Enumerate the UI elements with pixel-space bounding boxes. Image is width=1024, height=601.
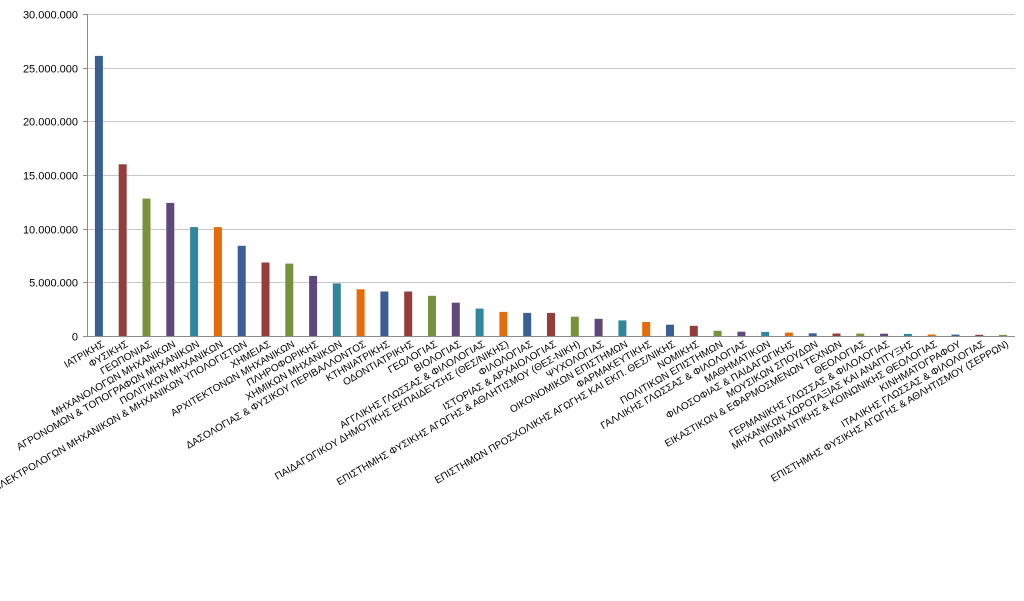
bar	[285, 263, 294, 336]
bar	[404, 291, 413, 336]
bar	[951, 334, 960, 336]
y-tick-label: 20.000.000	[23, 117, 78, 129]
bar	[451, 302, 460, 336]
bar	[213, 227, 222, 336]
bar	[832, 333, 841, 336]
bar	[927, 334, 936, 336]
bar	[856, 333, 865, 336]
bar	[975, 334, 984, 336]
bar	[737, 331, 746, 336]
bar	[618, 320, 627, 336]
bar	[428, 295, 436, 337]
bar	[94, 55, 103, 337]
bar	[142, 198, 151, 336]
bar	[642, 322, 651, 336]
gridlines	[87, 14, 1015, 337]
bar	[666, 324, 674, 336]
y-tick-label: 10.000.000	[23, 225, 78, 237]
bar	[523, 312, 532, 336]
y-tick-label: 5.000.000	[29, 278, 78, 290]
bar	[475, 308, 484, 336]
bar	[356, 289, 365, 336]
bar	[689, 325, 698, 336]
bar	[499, 311, 508, 336]
bar	[118, 164, 127, 336]
y-tick-label: 25.000.000	[23, 64, 78, 76]
bar	[237, 245, 246, 336]
axes	[87, 14, 1015, 337]
bar	[570, 316, 579, 336]
y-axis-tick-labels: 0 5.000.000 10.000.000 15.000.000 20.000.000…	[23, 10, 87, 344]
bars	[94, 55, 1008, 337]
bar	[713, 330, 722, 336]
bar	[380, 291, 389, 336]
bar	[903, 333, 912, 336]
bar	[784, 332, 793, 336]
bar	[261, 262, 270, 336]
bar	[332, 283, 341, 336]
bar	[547, 312, 555, 336]
y-tick-label: 30.000.000	[23, 10, 78, 22]
bar	[166, 202, 175, 336]
y-tick-label: 0	[72, 332, 78, 344]
bar	[999, 334, 1008, 336]
bar	[808, 333, 817, 336]
bar	[190, 227, 199, 336]
bar	[594, 318, 603, 336]
y-tick-label: 15.000.000	[23, 171, 78, 183]
bar	[309, 275, 318, 336]
bar	[761, 331, 770, 336]
bar	[880, 333, 889, 336]
